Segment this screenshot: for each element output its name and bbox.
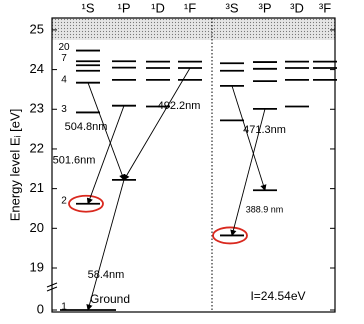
y-tick-label: 0 bbox=[37, 301, 44, 316]
transition-arrow bbox=[86, 105, 125, 205]
column-header: ¹D bbox=[151, 0, 165, 15]
ionization-label: I=24.54eV bbox=[250, 289, 305, 303]
y-tick-label: 20 bbox=[30, 220, 44, 235]
transition-label: 504.8nm bbox=[65, 121, 108, 133]
transition-label: 492.2nm bbox=[158, 100, 201, 112]
transition-arrow bbox=[230, 108, 266, 237]
level-note: Ground bbox=[90, 292, 130, 306]
continuum-band bbox=[52, 18, 335, 40]
level-label: 1 bbox=[61, 302, 67, 313]
transition-arrow bbox=[86, 179, 125, 311]
transition-arrow bbox=[231, 85, 267, 192]
level-label: 3 bbox=[61, 104, 67, 115]
transition-arrow bbox=[123, 67, 191, 181]
transition-arrow bbox=[87, 82, 126, 181]
column-header: ¹P bbox=[118, 0, 131, 15]
transition-label: 388.9 nm bbox=[246, 205, 284, 215]
y-axis-label: Energy level Eᵢ [eV] bbox=[7, 109, 22, 222]
axis-break bbox=[46, 286, 58, 292]
y-tick-label: 22 bbox=[30, 140, 44, 155]
highlight-circle bbox=[212, 226, 248, 245]
column-header: ³S bbox=[226, 0, 239, 15]
column-header: ¹F bbox=[184, 0, 196, 15]
y-tick-label: 24 bbox=[30, 61, 44, 76]
y-tick-label: 25 bbox=[30, 21, 44, 36]
column-header: ¹S bbox=[82, 0, 95, 15]
y-tick-label: 19 bbox=[30, 259, 44, 274]
highlight-circle bbox=[68, 194, 104, 213]
transition-label: 471.3nm bbox=[243, 124, 286, 136]
column-header: ³F bbox=[319, 0, 331, 15]
axis-break bbox=[46, 282, 58, 288]
y-tick-label: 23 bbox=[30, 101, 44, 116]
transition-label: 58.4nm bbox=[88, 269, 125, 281]
level-label: 20 bbox=[58, 42, 70, 53]
frame bbox=[51, 17, 336, 313]
level-label: 2 bbox=[61, 195, 67, 206]
y-tick-label: 21 bbox=[30, 180, 44, 195]
column-header: ³P bbox=[259, 0, 272, 15]
column-header: ³D bbox=[290, 0, 304, 15]
level-label: 4 bbox=[61, 74, 67, 85]
transition-label: 501.6nm bbox=[53, 155, 96, 167]
level-label: 7 bbox=[61, 53, 67, 64]
